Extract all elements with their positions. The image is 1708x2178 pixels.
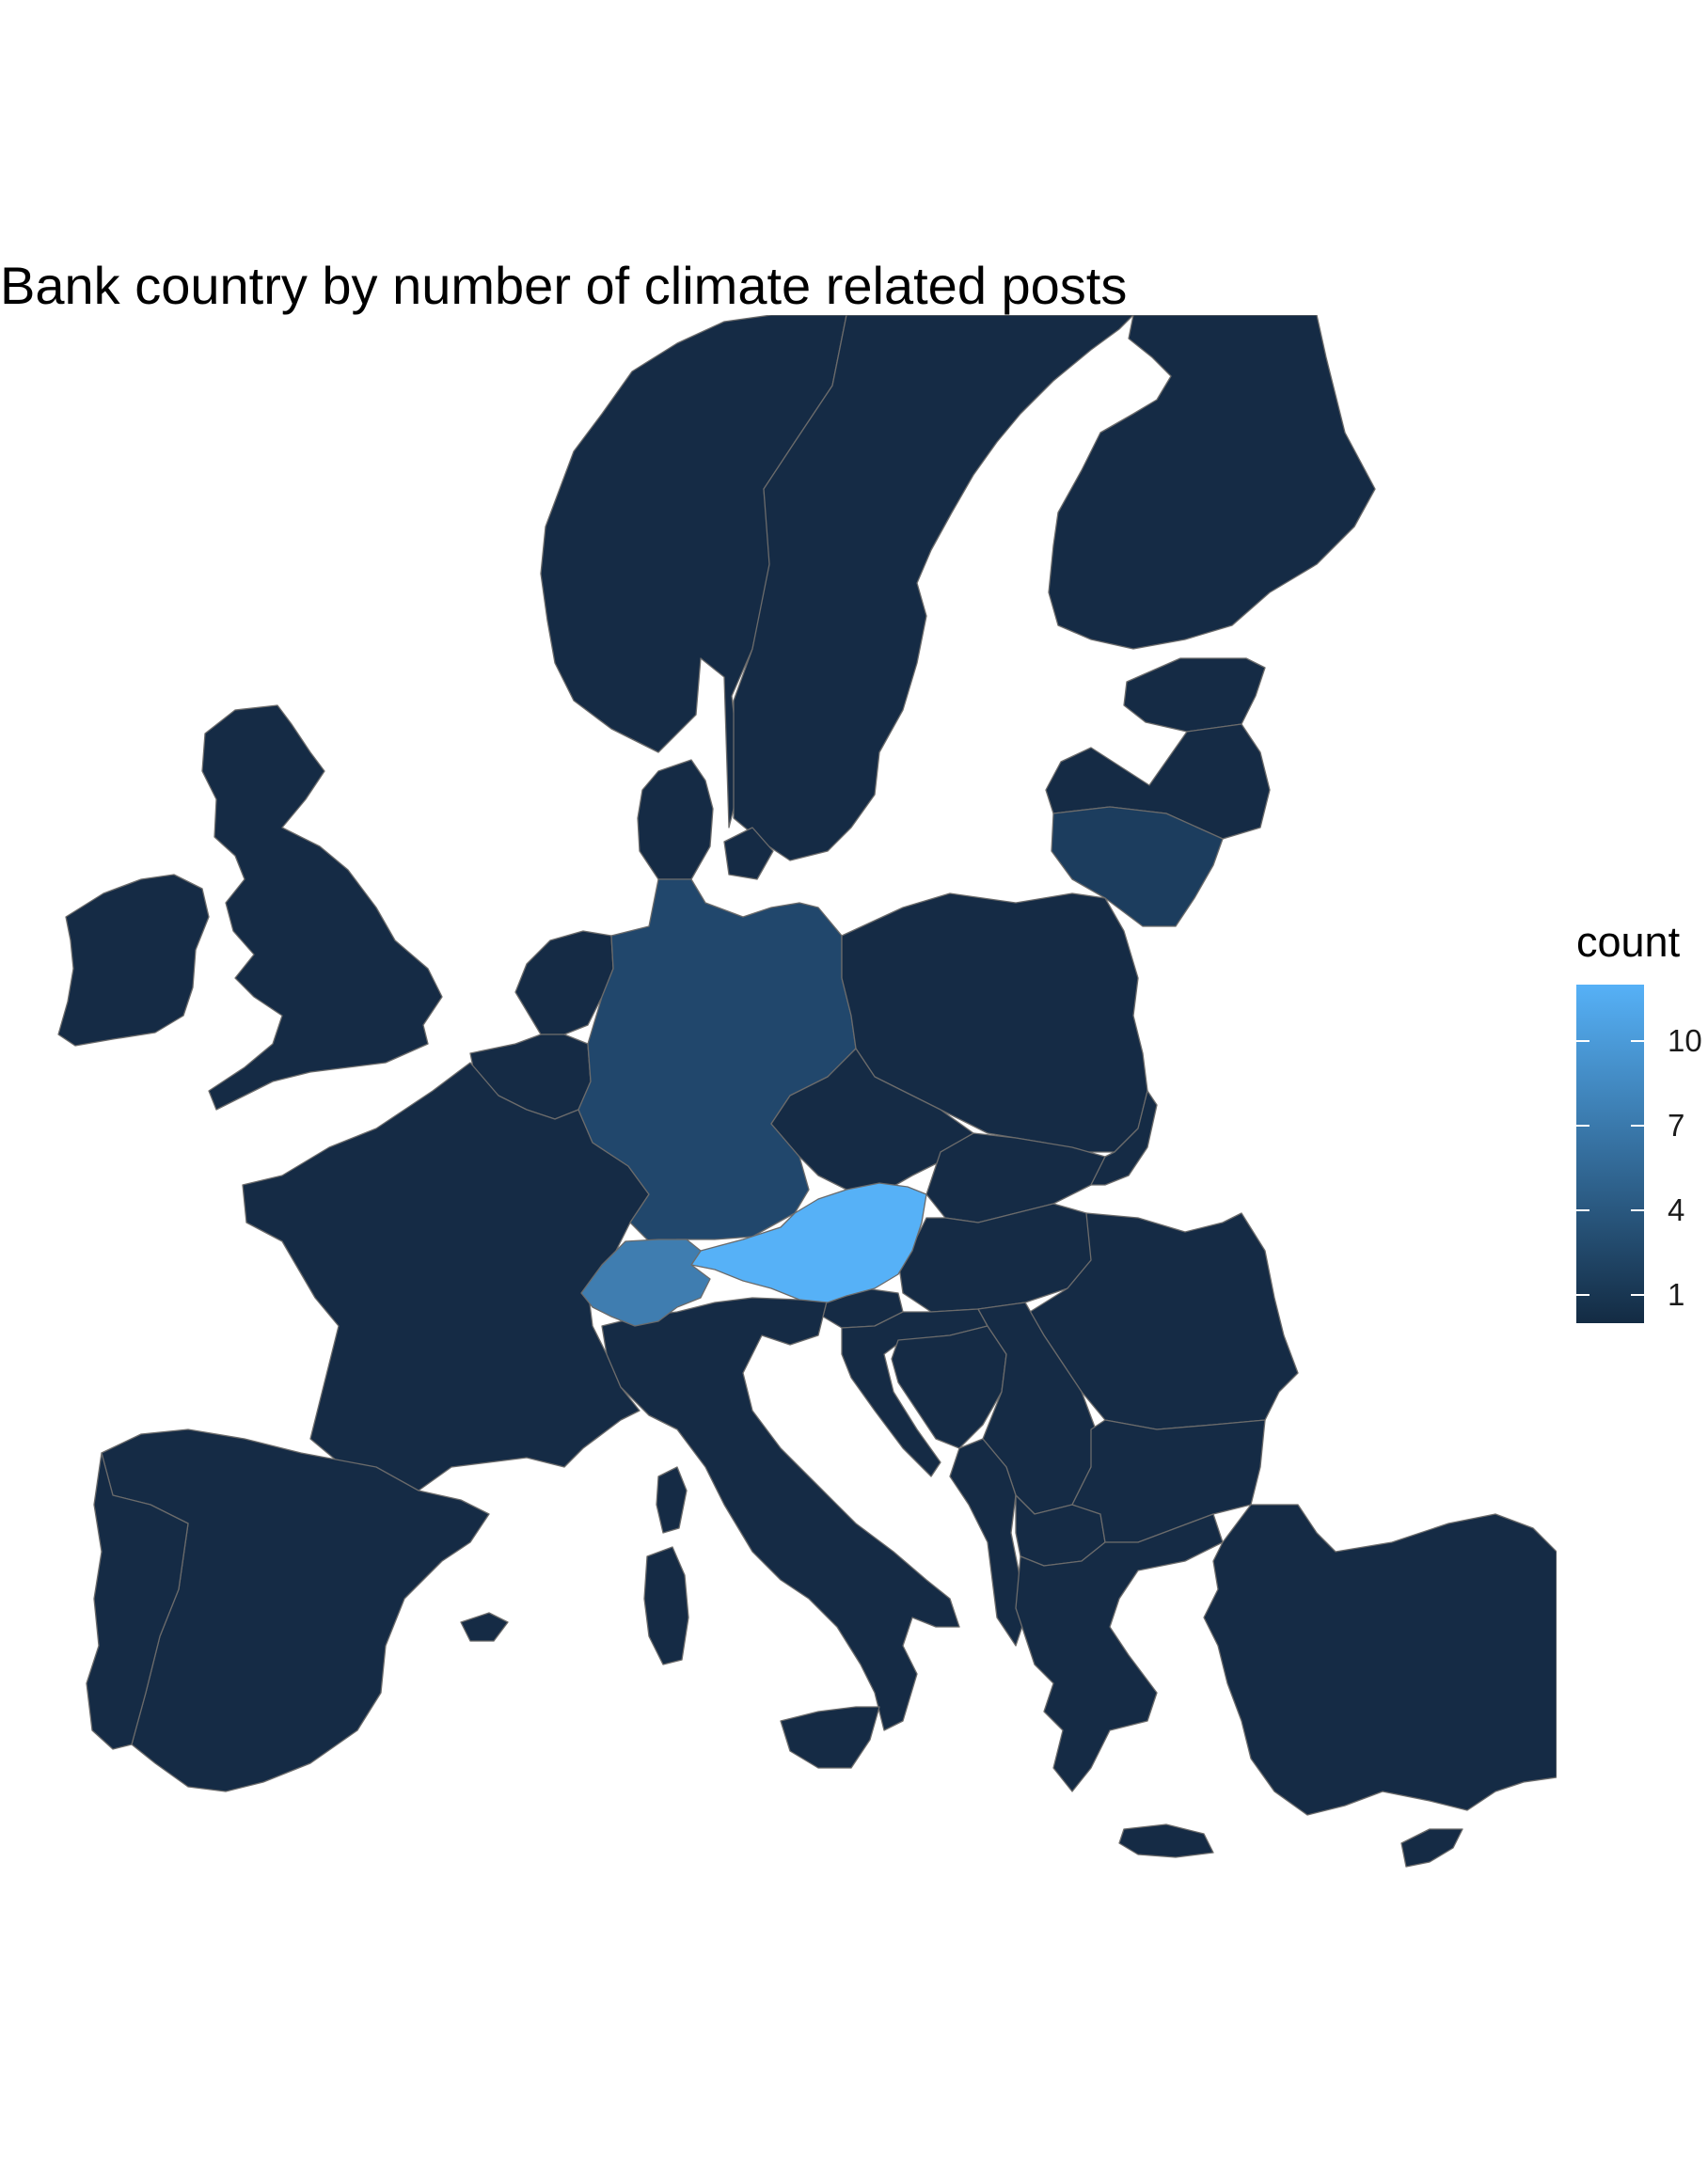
region-austria xyxy=(690,1182,927,1303)
country-denmark xyxy=(637,759,714,880)
country-portugal xyxy=(86,1452,189,1750)
island-sicily xyxy=(780,1706,880,1769)
legend-tick-label: 1 xyxy=(1668,1277,1685,1312)
country-bosnia xyxy=(891,1325,1007,1449)
country-united-kingdom xyxy=(201,704,443,1111)
region-switzerland xyxy=(580,1239,711,1327)
island-crete xyxy=(1118,1823,1214,1858)
country-greece xyxy=(1015,1513,1224,1792)
region-lithuania xyxy=(1051,806,1224,927)
country-italy xyxy=(601,1297,960,1731)
country-ukraine-edge xyxy=(1090,1090,1158,1186)
country-sweden xyxy=(733,315,1134,861)
legend: count 10 7 4 1 xyxy=(1569,917,1708,1331)
island-corsica xyxy=(656,1466,688,1534)
country-slovakia xyxy=(925,1132,1106,1223)
country-turkey xyxy=(1203,1504,1557,1816)
country-ireland xyxy=(57,874,210,1047)
legend-tick-label: 7 xyxy=(1668,1108,1685,1143)
island-mallorca xyxy=(460,1612,509,1642)
country-croatia xyxy=(841,1308,988,1477)
map-title: Bank country by number of climate relate… xyxy=(0,256,1128,315)
country-netherlands xyxy=(514,930,614,1035)
country-estonia xyxy=(1123,657,1266,733)
island-sardinia xyxy=(643,1546,689,1665)
country-montenegro-albania xyxy=(949,1438,1026,1647)
country-finland xyxy=(1048,315,1376,650)
legend-colorbar xyxy=(1576,985,1644,1323)
legend-tick-label: 10 xyxy=(1668,1023,1702,1058)
legend-title: count xyxy=(1576,918,1681,966)
island-cyprus xyxy=(1400,1828,1463,1868)
legend-tick-label: 4 xyxy=(1668,1192,1685,1227)
country-denmark-islands xyxy=(723,827,774,880)
